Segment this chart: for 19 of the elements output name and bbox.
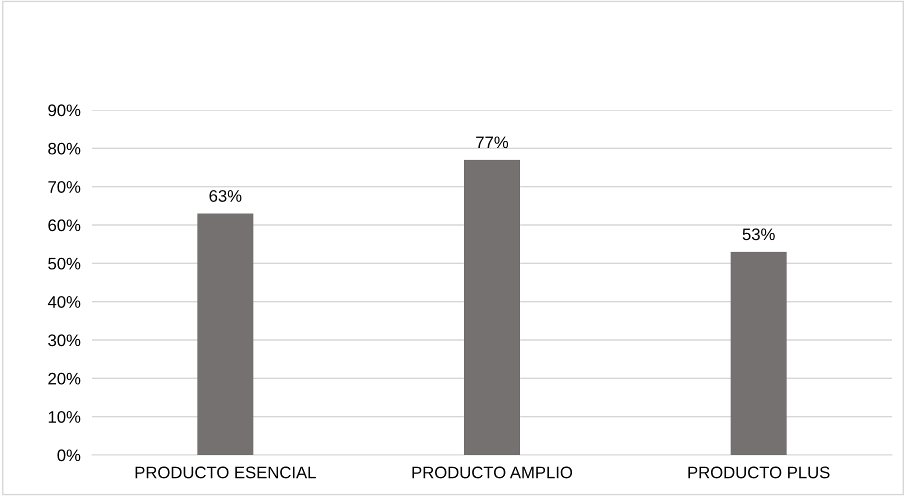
data-label: 63%: [210, 190, 242, 202]
y-tick-label: 30%: [48, 334, 80, 346]
y-tick-label: 10%: [48, 411, 80, 423]
x-tick-label: PRODUCTO PLUS: [688, 466, 830, 478]
y-tick-label: 0%: [57, 449, 80, 462]
data-label: 77%: [476, 136, 508, 148]
bar: [464, 160, 520, 455]
y-tick-label: 40%: [48, 296, 80, 308]
x-tick-label: PRODUCTO ESENCIAL: [136, 466, 316, 478]
y-tick-label: 90%: [48, 104, 80, 116]
y-tick-label: 80%: [48, 142, 80, 155]
y-tick-label: 60%: [48, 219, 80, 232]
y-tick-label: 70%: [48, 181, 80, 193]
bar: [730, 252, 787, 455]
data-label: 53%: [742, 228, 775, 240]
y-tick-label: 50%: [48, 258, 80, 270]
y-tick-label: 20%: [48, 372, 80, 385]
x-tick-label: PRODUCTO AMPLIO: [412, 466, 572, 478]
bar: [197, 214, 254, 455]
